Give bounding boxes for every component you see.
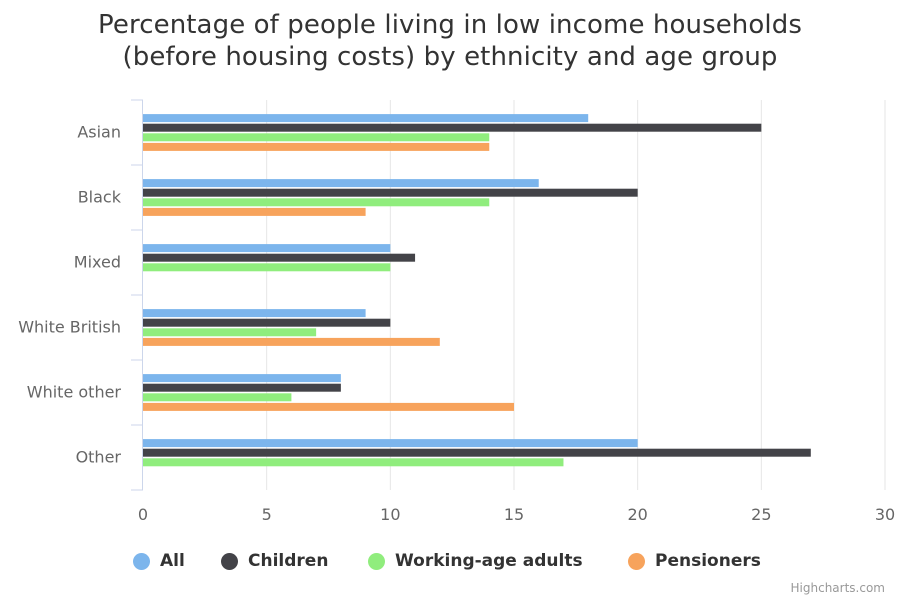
- bar-working-age-adults-white-other: [143, 393, 292, 402]
- chart-title-line-1: Percentage of people living in low incom…: [98, 10, 802, 40]
- category-label-other: Other: [76, 448, 122, 467]
- bar-working-age-adults-asian: [143, 133, 490, 142]
- bar-children-white-british: [143, 318, 391, 327]
- category-label-white-british: White British: [18, 318, 121, 337]
- bar-pensioners-white-other: [143, 402, 514, 411]
- legend-label: All: [160, 551, 185, 571]
- bar-working-age-adults-white-british: [143, 328, 317, 337]
- bar-all-asian: [143, 114, 589, 123]
- legend-label: Working-age adults: [395, 551, 583, 571]
- x-tick-label-30: 30: [875, 505, 895, 524]
- legend: All Children Working-age adults Pensioners: [0, 548, 900, 574]
- legend-label: Pensioners: [655, 551, 761, 571]
- bar-working-age-adults-other: [143, 458, 564, 467]
- bar-pensioners-black: [143, 207, 366, 216]
- bar-children-white-other: [143, 383, 341, 392]
- bar-children-mixed: [143, 253, 416, 262]
- bar-working-age-adults-black: [143, 198, 490, 207]
- bar-all-black: [143, 179, 539, 188]
- category-label-asian: Asian: [77, 123, 121, 142]
- x-tick-label-25: 25: [751, 505, 771, 524]
- legend-item-pensioners[interactable]: Pensioners: [628, 548, 761, 574]
- chart-title-line-2: (before housing costs) by ethnicity and …: [122, 42, 778, 72]
- bar-all-white-british: [143, 309, 366, 318]
- credits-link[interactable]: Highcharts.com: [790, 581, 885, 595]
- legend-marker-icon: [221, 552, 238, 570]
- bar-pensioners-asian: [143, 142, 490, 151]
- bar-children-asian: [143, 123, 762, 132]
- legend-marker-icon: [628, 552, 645, 570]
- x-tick-label-15: 15: [504, 505, 524, 524]
- legend-marker-icon: [368, 552, 385, 570]
- bar-all-mixed: [143, 244, 391, 253]
- legend-item-all[interactable]: All: [133, 548, 185, 574]
- bar-pensioners-white-british: [143, 337, 440, 346]
- bar-all-other: [143, 439, 638, 448]
- bar-children-black: [143, 188, 638, 197]
- legend-marker-icon: [133, 552, 150, 570]
- x-tick-label-5: 5: [262, 505, 272, 524]
- x-tick-label-20: 20: [627, 505, 647, 524]
- legend-label: Children: [248, 551, 329, 571]
- bar-working-age-adults-mixed: [143, 263, 391, 272]
- category-label-black: Black: [78, 188, 122, 207]
- legend-item-working-age-adults[interactable]: Working-age adults: [368, 548, 583, 574]
- bar-children-other: [143, 448, 811, 457]
- bar-all-white-other: [143, 374, 341, 383]
- x-tick-label-0: 0: [138, 505, 148, 524]
- x-tick-label-10: 10: [380, 505, 400, 524]
- category-label-white-other: White other: [27, 383, 122, 402]
- category-label-mixed: Mixed: [74, 253, 121, 272]
- legend-item-children[interactable]: Children: [221, 548, 328, 574]
